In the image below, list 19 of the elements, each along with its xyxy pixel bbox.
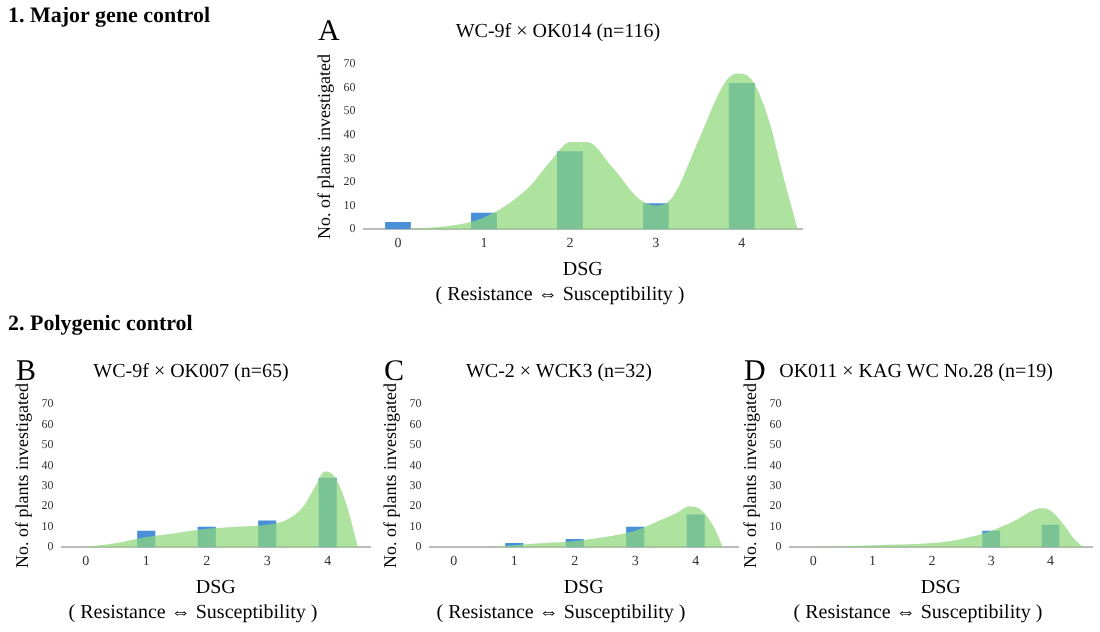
- chart-title: WC-2 × WCK3 (n=32): [465, 361, 653, 384]
- chart-title: OK011 × KAG WC No.28 (n=19): [779, 361, 1053, 384]
- y-axis-title: No. of plants investigated: [11, 382, 32, 569]
- text: ( Resistance ⇔ Susceptibility ): [433, 284, 687, 306]
- chart-title: WC-9f × OK007 (n=65): [93, 361, 289, 384]
- y-axis-title: No. of plants investigated: [739, 382, 760, 569]
- text: 1. Major gene control: [8, 4, 211, 28]
- text: ( Resistance ⇔ Susceptibility ): [66, 602, 320, 624]
- x-axis-title: DSG: [920, 577, 961, 600]
- text: ( Resistance ⇔ Susceptibility ): [434, 602, 688, 624]
- x-axis-title: DSG: [563, 577, 604, 600]
- y-axis-title: No. of plants investigated: [313, 53, 334, 240]
- text: 2. Polygenic control: [8, 312, 193, 336]
- x-axis-title: DSG: [562, 259, 603, 282]
- x-axis-title: DSG: [195, 577, 236, 600]
- text: A: [318, 16, 340, 50]
- y-axis-title: No. of plants investigated: [379, 382, 400, 569]
- text: ( Resistance ⇔ Susceptibility ): [791, 602, 1045, 624]
- chart-title: WC-9f × OK014 (n=116): [455, 21, 661, 44]
